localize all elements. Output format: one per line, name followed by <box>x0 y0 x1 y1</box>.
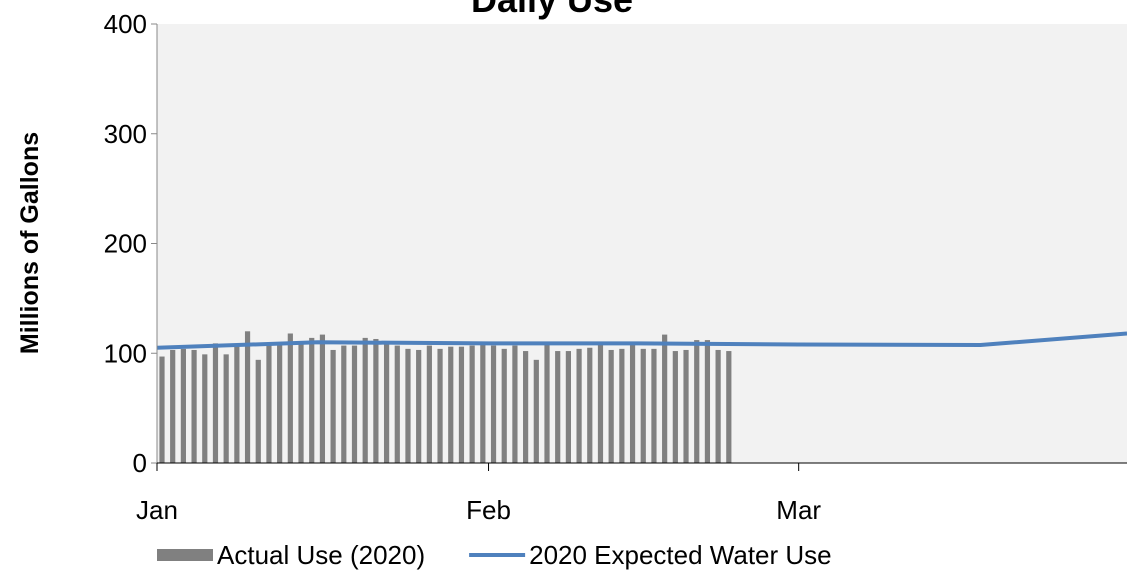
bar <box>683 349 689 463</box>
bar <box>458 346 465 463</box>
bar <box>170 349 176 463</box>
y-tick-label: 0 <box>133 448 147 478</box>
legend-swatch <box>157 549 213 561</box>
y-tick-label: 400 <box>104 9 147 39</box>
bar <box>394 345 400 463</box>
bar <box>341 345 347 463</box>
line <box>156 331 1127 350</box>
bar <box>565 351 571 463</box>
bar <box>587 347 593 463</box>
bar <box>501 348 507 463</box>
bar <box>437 348 443 463</box>
legend-label: 2020 Expected Water Use <box>529 540 832 570</box>
bar <box>672 351 678 463</box>
bar <box>469 345 475 463</box>
bar <box>319 334 326 463</box>
marks <box>156 331 1127 463</box>
bar <box>426 345 432 463</box>
bar <box>533 359 539 463</box>
x-tick-label: Feb <box>466 495 511 525</box>
bar <box>416 349 422 463</box>
bar <box>180 348 186 463</box>
bar <box>362 337 368 463</box>
bar <box>480 344 486 463</box>
bar <box>640 348 646 463</box>
bar <box>202 354 208 463</box>
y-tick-label: 200 <box>104 229 147 259</box>
x-tick-label: Mar <box>776 495 821 525</box>
bar <box>555 351 561 463</box>
y-axis-label: Millions of Gallons <box>16 132 44 354</box>
bar <box>490 345 497 463</box>
x-tick-label: Jan <box>136 495 178 525</box>
y-tick-label: 300 <box>104 119 147 149</box>
bar <box>715 349 721 463</box>
bar <box>576 348 582 463</box>
bar <box>662 334 668 463</box>
bar <box>191 349 197 463</box>
bar <box>726 351 732 463</box>
bar <box>619 348 625 463</box>
bar <box>704 340 711 463</box>
bar <box>287 333 293 463</box>
bar <box>523 351 529 463</box>
bar <box>351 345 358 463</box>
bar <box>608 349 614 463</box>
bar <box>330 349 336 463</box>
bar <box>255 359 261 463</box>
bar <box>694 340 700 463</box>
bar <box>266 344 272 463</box>
bar <box>234 345 240 463</box>
bar <box>223 354 229 463</box>
legend-label: Actual Use (2020) <box>217 540 425 570</box>
bar <box>629 344 636 463</box>
bar <box>383 342 390 463</box>
bar <box>512 345 518 463</box>
legend: Actual Use (2020) 2020 Expected Water Use <box>157 540 832 570</box>
bar <box>544 344 550 463</box>
bar <box>277 342 283 463</box>
y-tick-label: 100 <box>104 338 147 368</box>
bar <box>448 346 454 463</box>
bar <box>298 341 304 463</box>
bar <box>244 331 251 463</box>
bar <box>597 344 604 463</box>
bar <box>405 348 411 463</box>
bar <box>159 356 165 463</box>
bar <box>651 348 657 463</box>
chart-title: Daily Use <box>471 0 633 20</box>
bar <box>212 343 219 463</box>
bar <box>309 337 315 463</box>
bar <box>373 338 379 463</box>
